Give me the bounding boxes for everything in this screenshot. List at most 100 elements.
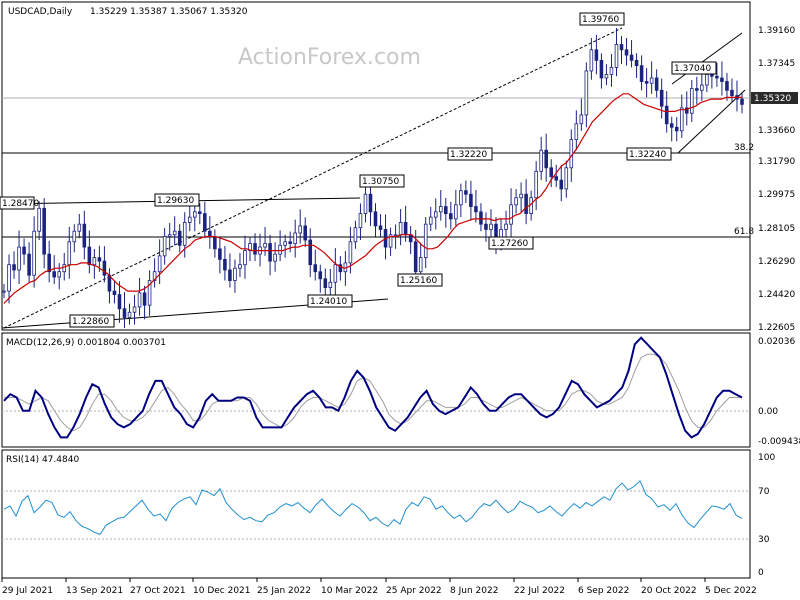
svg-text:1.32220: 1.32220 xyxy=(450,150,487,160)
candle xyxy=(484,212,488,242)
date-tick: 5 Dec 2022 xyxy=(705,586,757,596)
svg-text:1.27260: 1.27260 xyxy=(491,239,528,249)
candle xyxy=(554,164,559,188)
candle xyxy=(82,210,87,260)
candle xyxy=(142,285,147,320)
candle xyxy=(17,230,21,285)
candle xyxy=(428,206,433,232)
candlestick-series xyxy=(2,27,744,329)
candle xyxy=(589,37,594,80)
candle xyxy=(509,188,513,237)
candle xyxy=(679,94,684,138)
candle xyxy=(544,133,548,182)
candle xyxy=(162,227,167,265)
candle xyxy=(659,78,664,119)
candle xyxy=(730,78,734,103)
candle xyxy=(584,62,589,128)
candle xyxy=(423,217,428,269)
candle xyxy=(378,214,383,237)
candle xyxy=(157,239,162,285)
candle xyxy=(469,180,473,221)
macd-tick: -0.009438 xyxy=(758,437,800,447)
candle xyxy=(7,254,11,304)
candle xyxy=(695,76,699,105)
candle xyxy=(152,258,157,288)
moving-average-line xyxy=(3,93,742,304)
candle xyxy=(92,249,97,279)
level-label-1-25160: 1.25160 xyxy=(397,273,443,287)
candle xyxy=(519,182,523,212)
candle xyxy=(549,159,554,188)
candle xyxy=(649,61,654,94)
date-tick: 29 Jul 2021 xyxy=(2,586,53,596)
candle xyxy=(449,201,453,230)
candle xyxy=(77,213,82,239)
candle xyxy=(639,55,644,91)
candle xyxy=(489,209,493,239)
price-panel xyxy=(1,1,751,331)
macd-panel xyxy=(1,332,751,448)
svg-text:1.30750: 1.30750 xyxy=(362,177,399,187)
date-tick: 27 Oct 2021 xyxy=(130,586,186,596)
candle xyxy=(363,180,368,223)
price-tick: 1.24420 xyxy=(758,290,795,300)
candle xyxy=(684,91,689,126)
candle xyxy=(137,277,142,316)
candle xyxy=(629,40,634,68)
rsi-tick: 100 xyxy=(758,453,775,463)
candle xyxy=(454,189,458,226)
candle xyxy=(32,216,36,288)
date-tick: 25 Apr 2022 xyxy=(386,586,442,596)
svg-text:1.22860: 1.22860 xyxy=(72,317,109,327)
candle xyxy=(373,203,378,237)
candle xyxy=(644,68,649,98)
candle xyxy=(318,264,323,293)
level-label-1-32220: 1.32220 xyxy=(447,147,493,161)
chart-ohlc: 1.35229 1.35387 1.35067 1.35320 xyxy=(90,7,248,17)
svg-text:1.35320: 1.35320 xyxy=(754,94,791,104)
candle xyxy=(459,183,463,218)
candle xyxy=(474,189,478,223)
watermark: ActionForex.com xyxy=(238,45,421,70)
svg-text:1.32240: 1.32240 xyxy=(629,150,666,160)
candle xyxy=(654,69,659,98)
candle xyxy=(669,116,674,142)
level-label-1-29630: 1.29630 xyxy=(154,193,200,207)
long-term-trendline xyxy=(3,27,623,329)
candle xyxy=(594,34,599,75)
candle xyxy=(308,228,313,278)
candle xyxy=(674,117,679,142)
date-tick: 13 Sep 2021 xyxy=(66,586,123,596)
date-axis: 29 Jul 2021 13 Sep 2021 27 Oct 2021 10 Dec … xyxy=(1,578,757,596)
candle xyxy=(333,248,338,295)
price-tick: 1.37345 xyxy=(758,59,795,69)
candle xyxy=(87,230,92,274)
level-label-1-37040: 1.37040 xyxy=(671,61,717,75)
date-tick: 10 Dec 2021 xyxy=(193,586,251,596)
candle xyxy=(524,179,528,225)
candle xyxy=(2,284,6,299)
candle xyxy=(268,234,272,276)
candle xyxy=(559,165,564,202)
price-tick: 1.26290 xyxy=(758,257,795,267)
candle xyxy=(358,203,363,241)
candle xyxy=(313,249,318,281)
candle xyxy=(52,255,56,285)
candle xyxy=(122,292,127,329)
current-price-box: 1.35320 xyxy=(751,92,798,104)
candle xyxy=(288,231,292,253)
price-tick: 1.33660 xyxy=(758,126,795,136)
candle xyxy=(102,246,107,283)
price-tick: 1.39160 xyxy=(758,26,795,36)
chart-symbol: USDCAD,Daily xyxy=(8,7,73,17)
level-label-1-30750: 1.30750 xyxy=(359,174,405,188)
rsi-legend: RSI(14) 47.4840 xyxy=(6,455,79,465)
candle xyxy=(223,246,227,281)
rsi-panel xyxy=(1,449,751,579)
macd-tick: 0.02036 xyxy=(758,337,795,347)
candle xyxy=(167,222,172,251)
candle xyxy=(42,198,46,269)
candle xyxy=(283,234,287,258)
level-label-1-39760: 1.39760 xyxy=(579,12,625,26)
